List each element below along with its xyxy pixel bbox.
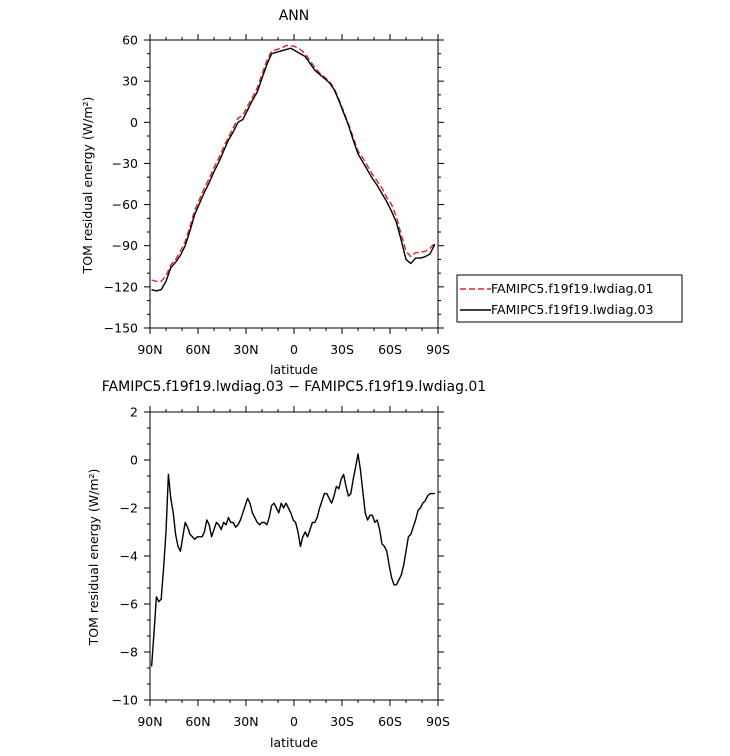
legend-box bbox=[456, 274, 683, 323]
top-ytick-label: −120 bbox=[104, 279, 138, 294]
top-ytick-label: −30 bbox=[112, 156, 138, 171]
top-ytick-label: −90 bbox=[112, 238, 138, 253]
bottom-xtick-label: 30N bbox=[233, 714, 258, 729]
bottom-xtick-label: 30S bbox=[330, 714, 354, 729]
top-series-line-2 bbox=[151, 47, 436, 292]
bottom-series-line-1 bbox=[150, 453, 435, 667]
top-ytick-label: −150 bbox=[104, 321, 138, 336]
bottom-xtick-label: 60S bbox=[378, 714, 402, 729]
top-xtick-label: 60N bbox=[185, 342, 210, 357]
bottom-ytick-label: −4 bbox=[120, 549, 138, 564]
bottom-xtick-label: 60N bbox=[185, 714, 210, 729]
top-ytick-label: 0 bbox=[130, 115, 138, 130]
top-plot-frame bbox=[149, 39, 439, 329]
top-chart-title: ANN bbox=[279, 8, 310, 24]
bottom-chart-title: FAMIPC5.f19f19.lwdiag.03 − FAMIPC5.f19f1… bbox=[102, 379, 486, 395]
top-xtick-label: 90S bbox=[426, 342, 450, 357]
bottom-ytick-label: −6 bbox=[120, 597, 138, 612]
top-chart-ylabel: TOM residual energy (W/m²) bbox=[80, 97, 95, 275]
top-ytick-label: 60 bbox=[122, 33, 138, 48]
bottom-plot-frame bbox=[149, 411, 439, 701]
legend-label-series-1: FAMIPC5.f19f19.lwdiag.01 bbox=[491, 281, 653, 296]
top-xtick-label: 60S bbox=[378, 342, 402, 357]
top-ytick-label: 30 bbox=[122, 74, 138, 89]
bottom-ytick-label: −8 bbox=[120, 645, 138, 660]
top-xtick-label: 30N bbox=[233, 342, 258, 357]
top-chart-xlabel: latitude bbox=[270, 362, 318, 377]
bottom-ytick-label: −10 bbox=[112, 693, 138, 708]
bottom-ytick-label: 2 bbox=[130, 405, 138, 420]
legend-label-series-2: FAMIPC5.f19f19.lwdiag.03 bbox=[491, 302, 653, 317]
top-xtick-label: 0 bbox=[290, 342, 298, 357]
bottom-ytick-label: 0 bbox=[130, 453, 138, 468]
top-ytick-label: −60 bbox=[112, 197, 138, 212]
bottom-chart-ylabel: TOM residual energy (W/m²) bbox=[86, 469, 101, 647]
bottom-xtick-label: 90S bbox=[426, 714, 450, 729]
bottom-xtick-label: 0 bbox=[290, 714, 298, 729]
bottom-ytick-label: −2 bbox=[120, 501, 138, 516]
top-xtick-label: 30S bbox=[330, 342, 354, 357]
top-series-line-1 bbox=[151, 44, 436, 283]
bottom-xtick-label: 90N bbox=[137, 714, 162, 729]
top-xtick-label: 90N bbox=[137, 342, 162, 357]
bottom-chart-xlabel: latitude bbox=[270, 735, 318, 750]
